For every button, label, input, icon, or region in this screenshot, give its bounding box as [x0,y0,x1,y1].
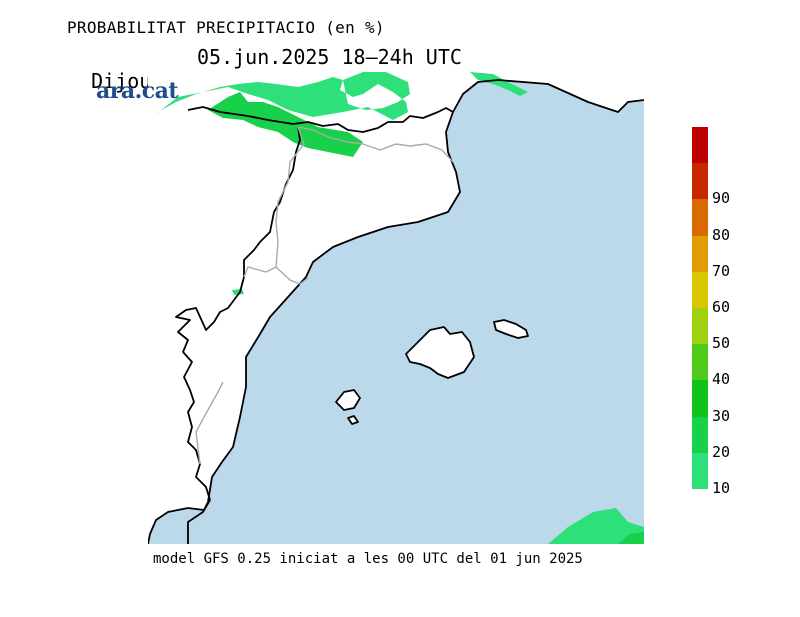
colorbar-label: 10 [712,479,731,497]
colorbar-swatch [692,344,708,381]
island-ibiza [335,389,361,411]
precip-area-20 [208,92,363,157]
colorbar-label: 40 [712,370,731,389]
chart-title: PROBABILITAT PRECIPITACIO (en %) [67,18,385,37]
colorbar-swatch [692,235,708,272]
precip-area-10-coast-east [470,72,528,96]
colorbar-swatch [692,308,708,345]
colorbar-label: 90 [712,189,731,208]
colorbar-label: 60 [712,298,731,316]
colorbar-swatch [692,380,708,417]
colorbar-label: 80 [712,225,731,244]
province-border [297,126,454,163]
precip-area-20-southeast [618,532,644,544]
province-border [195,381,224,465]
colorbar-label: 70 [712,261,731,280]
precipitation-map [148,72,644,544]
colorbar-swatch [692,416,708,453]
forecast-date: 05.jun.2025 18–24h UTC [197,45,462,69]
brand-logo: ara.cat [96,78,179,104]
colorbar-label: 30 [712,406,731,425]
colorbar-swatch [692,199,708,236]
province-border [275,266,309,285]
precip-area-10 [156,72,410,120]
colorbar-label: 50 [712,334,731,353]
colorbar-swatch [692,127,708,164]
model-run-footer: model GFS 0.25 iniciat a les 00 UTC del … [153,551,583,567]
province-border [243,126,305,278]
colorbar: 10 20 30 40 50 60 70 80 90 [692,127,730,496]
sea-area [148,80,644,544]
colorbar-swatch [692,271,708,308]
island-menorca [493,319,529,339]
precip-area-10-southeast [548,508,644,544]
colorbar-swatch [692,163,708,200]
western-outline [175,126,301,544]
colorbar-swatch [692,452,708,489]
colorbar-label: 20 [712,442,731,461]
pyrenees-border [187,106,454,133]
island-formentera [347,415,359,425]
island-mallorca [405,326,475,379]
